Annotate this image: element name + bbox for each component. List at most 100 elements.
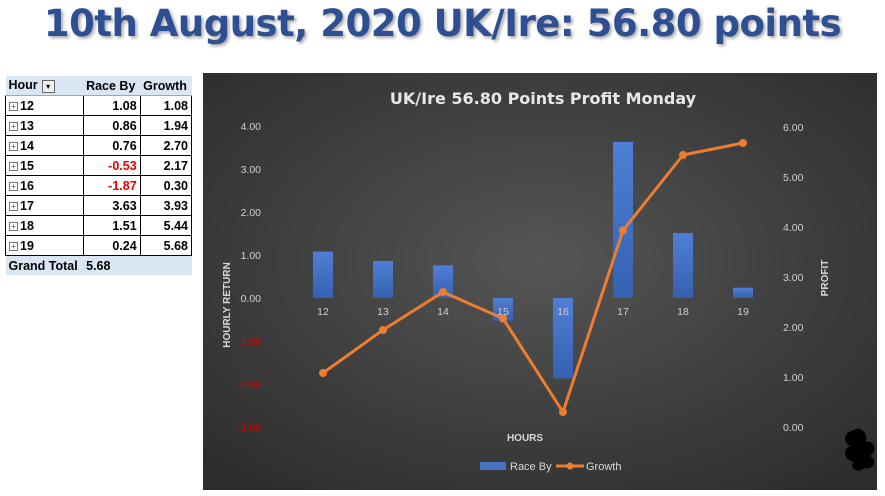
y2-tick-label: 6.00: [783, 122, 804, 134]
grand-total-empty: [140, 255, 192, 275]
race-by-cell: 0.24: [82, 235, 141, 256]
legend-bar-label: Race By: [510, 461, 552, 473]
x-tick-label: 14: [437, 306, 449, 318]
expand-plus-icon[interactable]: +: [9, 161, 18, 171]
page-headline: 10th August, 2020 UK/Ire: 56.80 points: [43, 2, 842, 45]
bar: [613, 141, 633, 298]
pivot-row: +16 -1.87 0.30: [5, 175, 193, 196]
pivot-row: +15 -0.53 2.17: [5, 155, 193, 176]
expand-plus-icon[interactable]: +: [9, 241, 18, 251]
bar: [733, 287, 753, 298]
filter-dropdown-icon[interactable]: ▾: [41, 79, 55, 93]
hour-cell: +19: [5, 235, 84, 256]
grand-total-label: Grand Total: [5, 255, 84, 275]
chart-title: UK/Ire 56.80 Points Profit Monday: [390, 89, 697, 108]
legend-line-marker: [566, 462, 574, 470]
expand-plus-icon[interactable]: +: [9, 201, 18, 211]
expand-plus-icon[interactable]: +: [9, 101, 18, 111]
race-by-cell: -1.87: [82, 175, 141, 196]
growth-cell: 5.68: [139, 235, 193, 256]
bar: [433, 265, 453, 298]
right-axis-ticks: 6.00 5.00 4.00 3.00 2.00 1.00 0.00: [783, 122, 804, 434]
hour-value: 16: [20, 178, 34, 193]
hour-cell: +15: [5, 155, 84, 176]
y-tick-label: -1.00: [237, 336, 261, 348]
x-tick-label: 13: [377, 306, 389, 318]
hour-value: 18: [20, 218, 34, 233]
y-tick-label: -2.00: [237, 379, 261, 391]
x-tick-label: 12: [317, 306, 329, 318]
pivot-row: +19 0.24 5.68: [5, 235, 193, 256]
hour-value: 19: [20, 238, 34, 253]
race-by-cell: 1.51: [82, 215, 141, 236]
y-tick-label: -3.00: [237, 422, 261, 434]
pivot-row: +18 1.51 5.44: [5, 215, 193, 236]
hour-cell: +14: [5, 135, 84, 156]
pivot-header-row: Hour ▾ Race By Growth: [5, 76, 192, 96]
bar: [553, 298, 573, 379]
y2-axis-label: PROFIT: [820, 260, 831, 297]
growth-point: [439, 288, 447, 296]
x-axis-label: HOURS: [507, 433, 543, 444]
category-labels: 12 13 14 15 16 17 18 19: [317, 306, 749, 318]
y2-tick-label: 3.00: [783, 272, 804, 284]
legend-line-label: Growth: [586, 461, 621, 473]
x-tick-label: 19: [737, 306, 749, 318]
pivot-row: +12 1.08 1.08: [5, 95, 193, 116]
hour-header[interactable]: Hour ▾: [5, 76, 84, 96]
growth-point: [379, 326, 387, 334]
expand-plus-icon[interactable]: +: [9, 221, 18, 231]
hour-value: 17: [20, 198, 34, 213]
hour-cell: +16: [5, 175, 84, 196]
growth-line: [322, 141, 744, 414]
bar: [373, 261, 393, 298]
pivot-row: +17 3.63 3.93: [5, 195, 193, 216]
x-tick-label: 17: [617, 306, 629, 318]
hour-header-label: Hour: [8, 78, 38, 93]
hour-value: 13: [20, 118, 34, 133]
hour-value: 14: [20, 138, 34, 153]
hour-value: 15: [20, 158, 34, 173]
x-tick-label: 18: [677, 306, 689, 318]
x-tick-label: 15: [497, 306, 509, 318]
bar-series: [313, 141, 753, 379]
growth-cell: 1.08: [139, 95, 193, 116]
growth-point: [739, 139, 747, 147]
race-by-cell: -0.53: [82, 155, 141, 176]
growth-point: [619, 226, 627, 235]
growth-cell: 3.93: [139, 195, 193, 216]
growth-header: Growth: [140, 76, 192, 96]
expand-plus-icon[interactable]: +: [9, 181, 18, 191]
y2-tick-label: 2.00: [783, 322, 804, 334]
pivot-row: +14 0.76 2.70: [5, 135, 193, 156]
expand-plus-icon[interactable]: +: [9, 141, 18, 151]
race-by-cell: 0.86: [82, 115, 141, 136]
y-tick-label: 4.00: [241, 121, 262, 133]
y-tick-label: 0.00: [241, 293, 262, 305]
hour-cell: +12: [5, 95, 84, 116]
x-tick-label: 16: [557, 306, 569, 318]
pivot-row: +13 0.86 1.94: [5, 115, 193, 136]
line-series: [319, 139, 747, 416]
growth-point: [319, 369, 327, 377]
race-by-header: Race By: [83, 76, 141, 96]
expand-plus-icon[interactable]: +: [9, 121, 18, 131]
chart-svg: UK/Ire 56.80 Points Profit Monday 4.00 3.…: [203, 73, 877, 490]
grand-total-row: Grand Total 5.68: [5, 255, 192, 275]
y-axis-label: HOURLY RETURN: [222, 262, 233, 348]
left-axis-ticks: 4.00 3.00 2.00 1.00 0.00 -1.00 -2.00 -3.00: [237, 121, 261, 434]
growth-cell: 2.70: [139, 135, 193, 156]
grand-total-value: 5.68: [83, 255, 141, 275]
profit-chart: UK/Ire 56.80 Points Profit Monday 4.00 3.…: [203, 73, 877, 490]
race-by-cell: 3.63: [82, 195, 141, 216]
growth-cell: 5.44: [139, 215, 193, 236]
hour-cell: +18: [5, 215, 84, 236]
y-tick-label: 2.00: [241, 207, 262, 219]
y2-tick-label: 1.00: [783, 372, 804, 384]
y2-tick-label: 0.00: [783, 422, 804, 434]
y-tick-label: 1.00: [241, 250, 262, 262]
growth-cell: 0.30: [139, 175, 193, 196]
race-by-cell: 1.08: [82, 95, 141, 116]
black-scribble-mark: [845, 428, 875, 471]
bar: [313, 251, 333, 298]
